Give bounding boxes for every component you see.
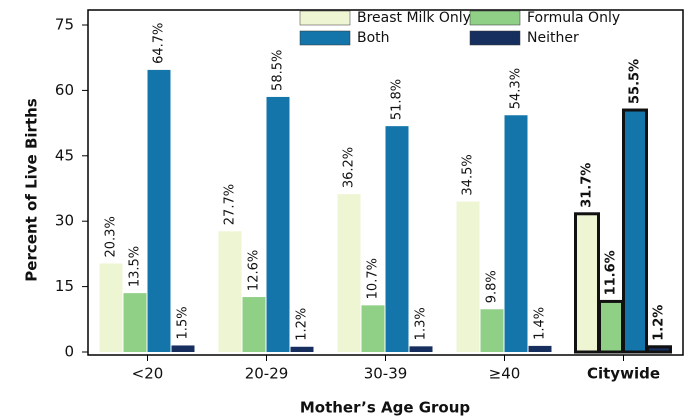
value-label: 13.5% — [128, 246, 143, 287]
value-label: 31.7% — [580, 163, 595, 208]
legend-swatch — [299, 30, 351, 46]
bar — [480, 309, 504, 352]
bar — [456, 201, 480, 352]
value-label: 55.5% — [628, 59, 643, 104]
value-label: 1.4% — [533, 307, 548, 340]
value-label: 27.7% — [223, 184, 238, 225]
legend-label: Both — [357, 30, 390, 46]
bar — [266, 96, 290, 352]
bar — [123, 293, 147, 352]
bar — [409, 346, 433, 352]
value-label: 58.5% — [271, 50, 286, 91]
x-tick-label: 20-29 — [245, 365, 289, 383]
x-tick-label: ≥40 — [489, 365, 521, 383]
legend-swatch — [299, 10, 351, 26]
x-tick-label: Citywide — [587, 365, 660, 383]
value-label: 20.3% — [104, 216, 119, 257]
bar — [646, 345, 672, 354]
legend-label: Breast Milk Only — [357, 10, 471, 26]
y-tick-label: 30 — [55, 212, 74, 230]
x-axis-label: Mother’s Age Group — [300, 399, 471, 417]
bar — [622, 108, 648, 354]
legend-swatch — [469, 30, 521, 46]
y-tick-label: 60 — [55, 81, 74, 99]
value-label: 54.3% — [509, 68, 524, 109]
bar — [99, 263, 123, 352]
value-label: 64.7% — [152, 23, 167, 64]
value-label: 1.2% — [652, 305, 667, 341]
bar — [598, 299, 624, 354]
x-tick-label: <20 — [132, 365, 164, 383]
bar — [171, 345, 195, 352]
legend-label: Neither — [527, 30, 579, 46]
bar — [290, 346, 314, 352]
y-axis-label: Percent of Live Births — [23, 98, 41, 281]
bar — [574, 212, 600, 354]
bar — [147, 69, 171, 353]
legend-label: Formula Only — [527, 10, 620, 26]
value-label: 9.8% — [485, 270, 500, 303]
bar — [242, 297, 266, 352]
bar — [504, 115, 528, 352]
y-tick-label: 75 — [55, 16, 74, 34]
y-tick-label: 0 — [64, 343, 74, 361]
value-label: 51.8% — [390, 79, 405, 120]
value-label: 11.6% — [604, 250, 619, 295]
bar — [337, 194, 361, 352]
y-tick-label: 45 — [55, 146, 74, 164]
value-label: 34.5% — [461, 154, 476, 195]
bar — [218, 231, 242, 352]
x-tick-label: 30-39 — [364, 365, 408, 383]
legend-swatch — [469, 10, 521, 26]
value-label: 1.5% — [176, 306, 191, 339]
value-label: 1.2% — [295, 308, 310, 341]
y-tick-label: 15 — [55, 277, 74, 295]
bar — [385, 126, 409, 352]
bar — [361, 305, 385, 352]
value-label: 12.6% — [247, 250, 262, 291]
value-label: 36.2% — [342, 147, 357, 188]
value-label: 10.7% — [366, 258, 381, 299]
bar — [528, 345, 552, 352]
value-label: 1.3% — [414, 307, 429, 340]
